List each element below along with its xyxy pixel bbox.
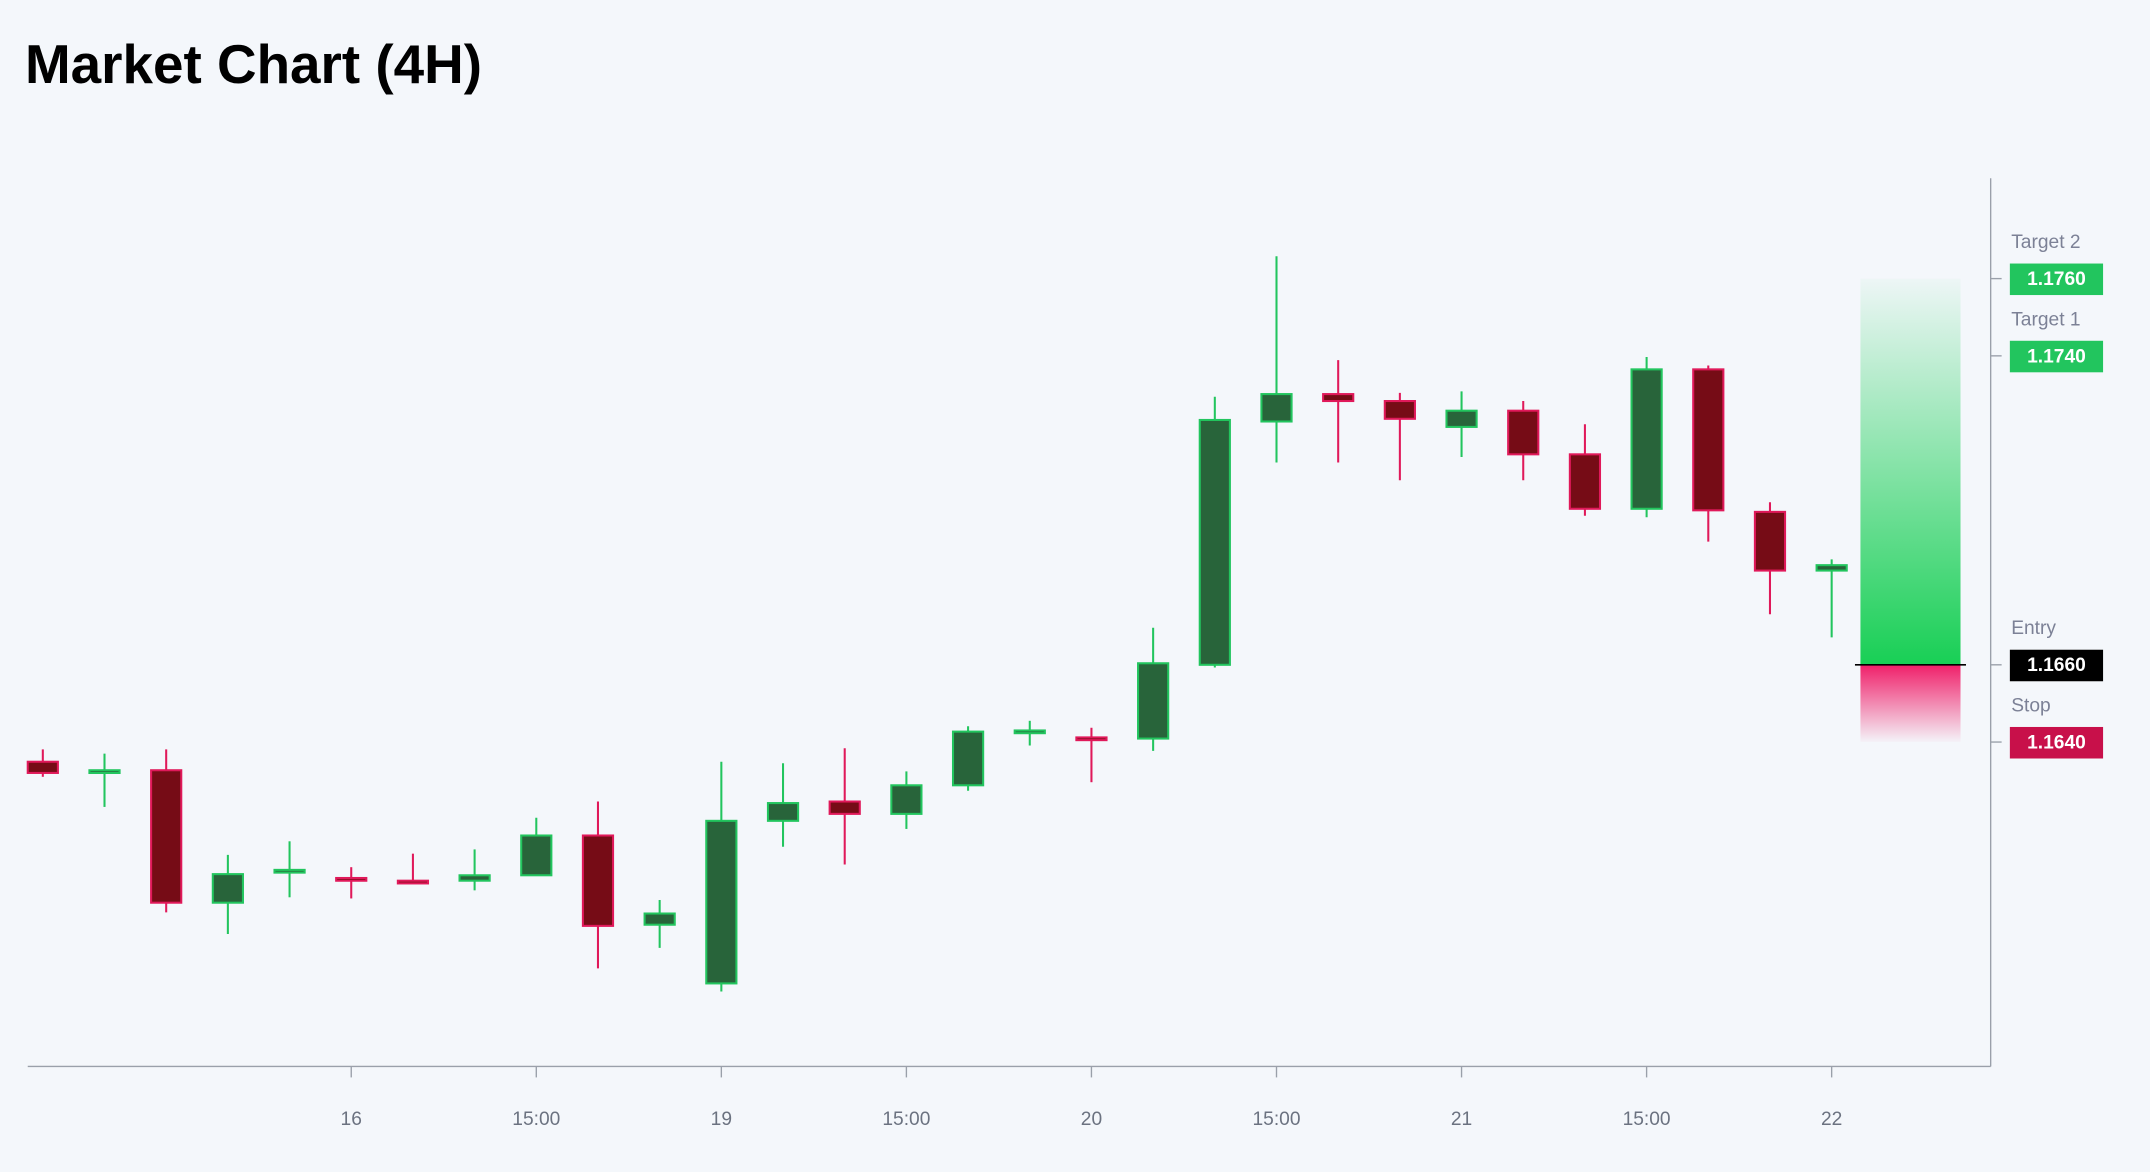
level-value: 1.1640 bbox=[2027, 732, 2086, 753]
candle-body bbox=[1383, 400, 1416, 420]
candle-body bbox=[828, 800, 861, 815]
level-badge bbox=[2009, 340, 2104, 373]
candle-body bbox=[1753, 510, 1787, 572]
level-badge bbox=[2009, 726, 2104, 759]
candle-body bbox=[335, 876, 368, 882]
x-tick-label: 22 bbox=[1821, 1109, 1842, 1130]
candle-body bbox=[1445, 409, 1478, 428]
candle-body bbox=[1260, 393, 1293, 423]
candle-body bbox=[1630, 368, 1663, 510]
candle-body bbox=[705, 819, 738, 985]
candle-body bbox=[1692, 368, 1725, 512]
level-name: Stop bbox=[2011, 695, 2050, 716]
x-tick-label: 15:00 bbox=[1252, 1109, 1300, 1130]
x-tick-label: 15:00 bbox=[882, 1109, 930, 1130]
candle-body bbox=[581, 834, 615, 927]
candle-body bbox=[1075, 736, 1108, 742]
level-badge bbox=[2009, 263, 2104, 296]
candle-body bbox=[766, 802, 800, 822]
chart-title: Market Chart (4H) bbox=[25, 33, 482, 95]
position-zone bbox=[1860, 664, 1961, 743]
level-value: 1.1760 bbox=[2027, 269, 2086, 290]
level-value: 1.1740 bbox=[2027, 346, 2086, 367]
candle-body bbox=[890, 784, 923, 815]
candle-body bbox=[1322, 393, 1355, 403]
x-tick-label: 16 bbox=[341, 1109, 362, 1130]
x-tick-label: 19 bbox=[711, 1109, 732, 1130]
x-tick-label: 20 bbox=[1081, 1109, 1102, 1130]
candle-body bbox=[520, 834, 553, 877]
candle-body bbox=[1507, 409, 1540, 456]
x-tick-label: 15:00 bbox=[512, 1109, 560, 1130]
level-name: Entry bbox=[2011, 618, 2056, 639]
level-value: 1.1660 bbox=[2027, 655, 2086, 676]
candle-body bbox=[211, 873, 244, 904]
candle-body bbox=[1815, 564, 1848, 572]
position-zone bbox=[1860, 278, 1961, 665]
candle-body bbox=[273, 868, 306, 874]
candle-body bbox=[1568, 453, 1602, 510]
candle-body bbox=[951, 730, 985, 787]
candle-body bbox=[150, 769, 183, 904]
candle-body bbox=[396, 879, 430, 885]
candle-body bbox=[1137, 662, 1170, 740]
candle-body bbox=[458, 874, 491, 882]
level-badge bbox=[2009, 649, 2104, 682]
x-tick-label: 15:00 bbox=[1623, 1109, 1671, 1130]
candle-body bbox=[1198, 418, 1231, 666]
candle-body bbox=[643, 912, 676, 926]
candle-body bbox=[1013, 729, 1046, 735]
candle-body bbox=[26, 760, 59, 774]
x-tick-label: 21 bbox=[1451, 1109, 1472, 1130]
level-name: Target 2 bbox=[2011, 232, 2080, 253]
level-name: Target 1 bbox=[2011, 309, 2080, 330]
candle-body bbox=[88, 769, 121, 775]
